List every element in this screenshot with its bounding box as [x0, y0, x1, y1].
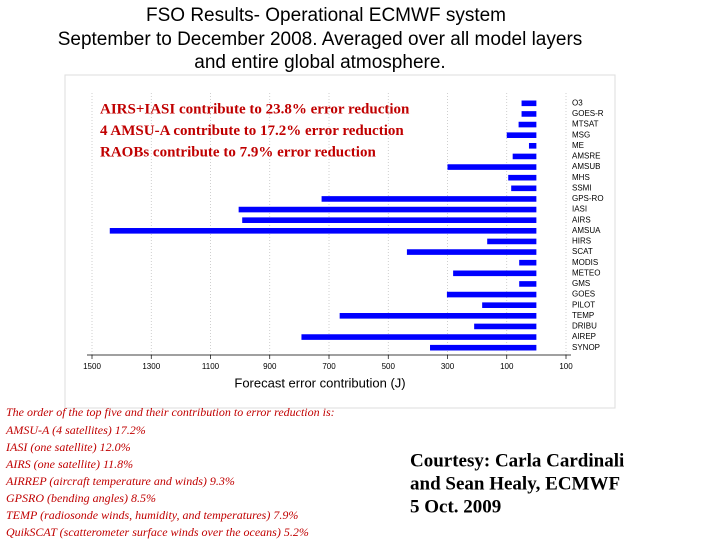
annotation: RAOBs contribute to 7.9% error reduction: [100, 144, 376, 160]
notes-heading: The order of the top five and their cont…: [6, 405, 335, 419]
x-tick-label: 1500: [83, 362, 101, 371]
x-tick-label: 700: [322, 362, 336, 371]
x-tick-label: 1300: [142, 362, 160, 371]
bar: [242, 217, 537, 223]
category-label: AMSUB: [572, 162, 600, 171]
bar: [238, 206, 537, 213]
x-axis-label: Forecast error contribution (J): [234, 375, 405, 390]
notes-line: AMSU-A (4 satellites) 17.2%: [5, 423, 146, 437]
category-label: GOES-R: [572, 109, 604, 118]
category-label: METEO: [572, 268, 600, 277]
bar: [339, 313, 537, 319]
annotation: 4 AMSU-A contribute to 17.2% error reduc…: [100, 123, 404, 139]
notes-line: AIRS (one satellite) 11.8%: [5, 457, 133, 471]
bar: [519, 259, 537, 266]
bar: [508, 174, 537, 181]
title-line: FSO Results- Operational ECMWF system: [146, 5, 506, 26]
category-label: MHS: [572, 173, 590, 182]
x-tick-label: 900: [263, 362, 277, 371]
title-line: and entire global atmosphere.: [194, 52, 445, 73]
category-label: GOES: [572, 290, 595, 299]
bar: [406, 249, 537, 255]
x-tick-label: 300: [441, 362, 455, 371]
courtesy-line: 5 Oct. 2009: [410, 496, 501, 517]
category-label: HIRS: [572, 237, 591, 246]
bar: [447, 164, 537, 170]
category-label: MODIS: [572, 258, 598, 267]
bar: [453, 270, 537, 277]
category-label: O3: [572, 98, 583, 107]
x-tick-label: 100: [559, 362, 573, 371]
bar: [511, 185, 537, 192]
annotation: AIRS+IASI contribute to 23.8% error redu…: [100, 101, 410, 117]
category-label: GPS-RO: [572, 194, 604, 203]
bar: [528, 143, 537, 149]
bar: [446, 291, 537, 298]
category-label: MTSAT: [572, 120, 599, 129]
bar: [474, 323, 537, 330]
notes-line: IASI (one satellite) 12.0%: [5, 440, 131, 454]
courtesy-line: and Sean Healy, ECMWF: [410, 473, 620, 494]
category-label: AIRS: [572, 215, 591, 224]
notes-line: QuikSCAT (scatterometer surface winds ov…: [6, 525, 309, 539]
bar: [521, 111, 537, 117]
courtesy-line: Courtesy: Carla Cardinali: [410, 450, 624, 471]
bar: [482, 302, 537, 308]
bar: [512, 153, 537, 160]
category-label: GMS: [572, 279, 590, 288]
category-label: IASI: [572, 205, 587, 214]
bar: [506, 132, 537, 138]
category-label: TEMP: [572, 311, 594, 320]
x-tick-label: 500: [382, 362, 396, 371]
category-label: AMSUA: [572, 226, 601, 235]
notes-line: GPSRO (bending angles) 8.5%: [6, 491, 156, 505]
category-label: ME: [572, 141, 584, 150]
bar: [518, 121, 537, 128]
category-label: SCAT: [572, 247, 593, 256]
bar: [301, 334, 537, 340]
category-label: AMSRE: [572, 152, 600, 161]
x-tick-label: 1100: [202, 362, 220, 371]
category-label: SYNOP: [572, 343, 600, 352]
category-label: AIREP: [572, 332, 596, 341]
bar: [109, 228, 537, 234]
notes-line: AIRREP (aircraft temperature and winds) …: [5, 474, 235, 488]
notes-line: TEMP (radiosonde winds, humidity, and te…: [6, 508, 298, 522]
bar: [519, 281, 537, 287]
bar: [487, 238, 537, 245]
category-label: SSMI: [572, 183, 592, 192]
category-label: PILOT: [572, 300, 595, 309]
title-line: September to December 2008. Averaged ove…: [58, 29, 583, 50]
x-tick-label: 100: [500, 362, 514, 371]
category-label: MSG: [572, 130, 590, 139]
bar: [521, 100, 537, 107]
bar: [430, 344, 537, 351]
category-label: DRIBU: [572, 322, 597, 331]
bar: [321, 196, 537, 202]
